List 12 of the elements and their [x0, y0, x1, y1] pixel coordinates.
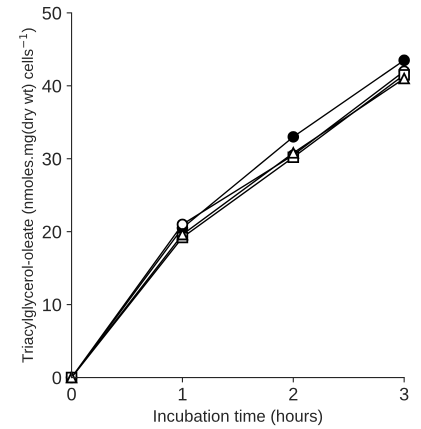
y-tick-label: 0 — [52, 371, 62, 384]
y-tick-label: 30 — [42, 152, 62, 166]
y-tick-label: 50 — [42, 6, 62, 20]
x-tick-label: 0 — [67, 388, 76, 401]
x-tick-label: 3 — [400, 388, 408, 401]
y-tick-label: 40 — [42, 80, 62, 93]
y-axis-title: Triacylglycerol-oleate (nmoles.mg(dry wt) cells$^{−1}$) — [19, 28, 36, 363]
y-tick-label: 20 — [42, 226, 62, 238]
x-tick-label: 2 — [289, 388, 298, 400]
x-axis-title: Incubation time (hours) — [154, 410, 322, 426]
x-tick-label: 1 — [178, 388, 187, 400]
y-tick-label: 10 — [43, 298, 62, 312]
